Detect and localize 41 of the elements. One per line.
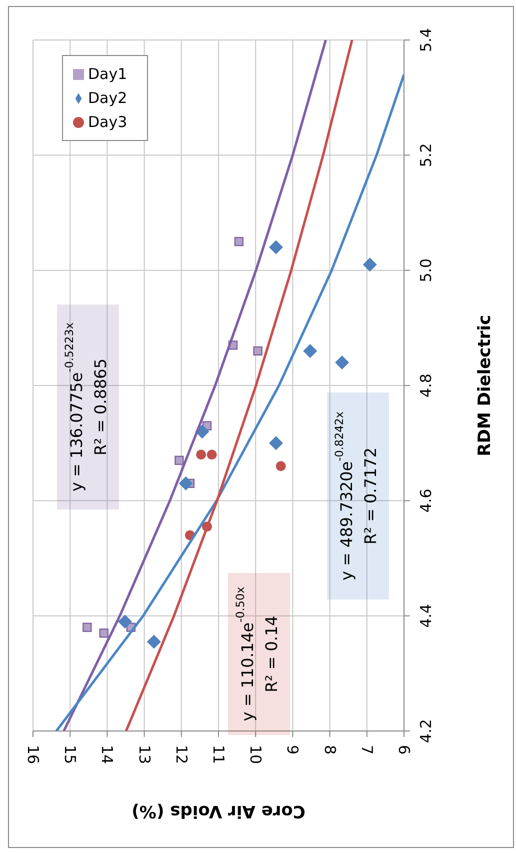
x-tick-label: 15 [61, 745, 80, 764]
x-tick-label: 14 [98, 745, 116, 764]
x-tick-label: 16 [24, 745, 42, 764]
line-series [124, 40, 354, 731]
legend-label: Day3 [88, 113, 128, 131]
point [99, 628, 108, 638]
point [146, 634, 161, 649]
y-tick-label: 4.6 [417, 488, 435, 513]
point [118, 614, 132, 629]
point [206, 450, 217, 460]
x-tick-label: 8 [320, 745, 339, 755]
y-tick-label: 5.4 [417, 28, 435, 52]
x-axis-title: Core Air Voids (%) [132, 801, 306, 821]
point [276, 461, 286, 472]
point [82, 622, 92, 632]
x-tick-label: 13 [135, 745, 154, 764]
line-series [62, 40, 327, 731]
point [174, 456, 184, 465]
x-tick-label: 11 [210, 745, 228, 764]
point [253, 346, 262, 356]
point [178, 476, 193, 490]
point [269, 436, 284, 450]
y-tick-label: 5.0 [417, 258, 435, 282]
legend-label: Day2 [88, 89, 128, 107]
x-tick-label: 9 [284, 745, 302, 755]
y-tick-label: 4.2 [417, 719, 435, 743]
y-tick-label: 4.4 [417, 604, 435, 628]
point [196, 450, 206, 460]
point [234, 236, 244, 246]
point [303, 344, 318, 358]
point [335, 355, 350, 370]
x-tick-label: 10 [246, 745, 265, 764]
y-tick-label: 4.8 [417, 374, 435, 398]
point [269, 240, 284, 254]
y-axis-title: RDM Dielectric [475, 314, 496, 456]
y-tick-label: 5.2 [417, 143, 435, 168]
x-tick-label: 6 [395, 745, 413, 755]
point [362, 258, 377, 272]
legend-label: Day1 [88, 65, 128, 83]
x-tick-label: 7 [358, 745, 376, 755]
x-tick-label: 12 [172, 745, 190, 764]
